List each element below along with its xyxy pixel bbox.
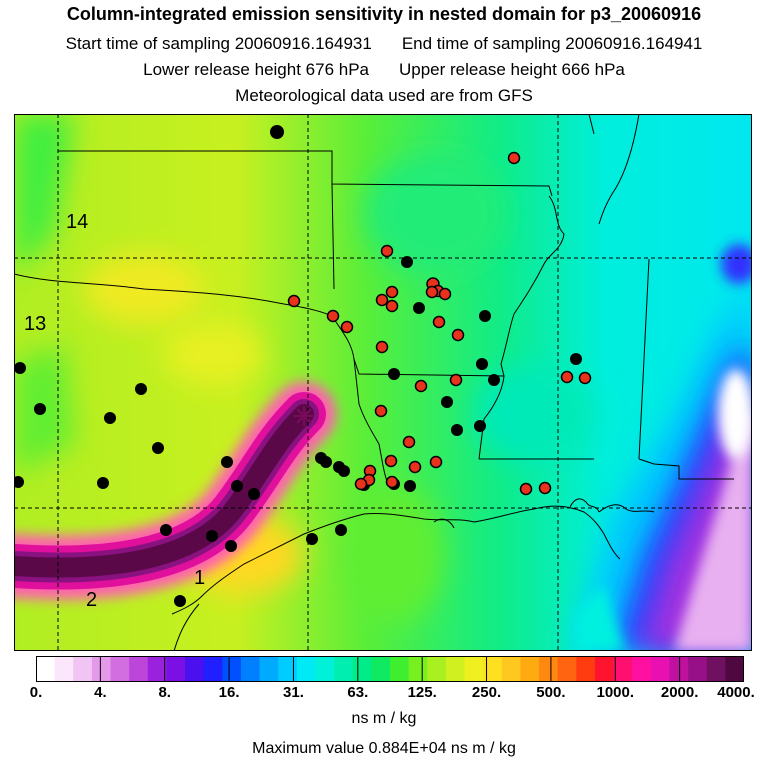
color-scale-cell [278, 656, 298, 682]
color-scale-bar [36, 656, 744, 682]
color-scale-cell [427, 656, 447, 682]
met-data-label: Meteorological data used are from GFS [235, 86, 533, 105]
color-scale-cell [129, 656, 149, 682]
black-station-markers [14, 125, 582, 607]
red-station-markers [287, 151, 592, 496]
color-scale-cell [688, 656, 708, 682]
color-scale-cell [501, 656, 522, 682]
grid-label-14: 14 [66, 211, 88, 233]
coastline [171, 498, 655, 651]
color-scale-cell [706, 656, 726, 682]
color-scale-tick-label: 31. [283, 684, 304, 701]
color-scale-cell [390, 656, 410, 682]
sampling-times: Start time of sampling 20060916.164931 En… [0, 34, 768, 54]
color-scale-cell [259, 656, 279, 682]
contour-label-1: 1 [194, 567, 205, 589]
color-scale-tick-label: 250. [471, 684, 502, 701]
color-scale-tick-label: 500. [536, 684, 566, 701]
units-label: ns m / kg [351, 710, 417, 727]
upper-release-label: Upper release height 666 hPa [399, 60, 625, 79]
max-value-label: Maximum value 0.884E+04 ns m / kg [252, 740, 516, 757]
color-scale-tick-label: 4. [94, 684, 107, 701]
color-scale-cell [725, 656, 744, 682]
emission-sensitivity-map: 14 13 2 1 [14, 114, 752, 651]
color-scale-cell [185, 656, 205, 682]
color-scale-tick-label: 2000. [660, 684, 699, 701]
color-scale-cell [91, 656, 112, 682]
color-scale-cell [203, 656, 223, 682]
color-scale-ticks: 0. 4. 8. 16. 31. 63. 125. 250. 500. 1000. 2000. 400… [0, 684, 768, 704]
color-scale-cell [147, 656, 168, 682]
color-scale-cell [557, 656, 577, 682]
state-borders [14, 114, 734, 487]
color-scale-cell [613, 656, 633, 682]
end-time-label: End time of sampling 20060916.164941 [401, 34, 703, 53]
color-scale-tick-label: 4000. [717, 684, 755, 701]
start-time-label: Start time of sampling 20060916.164931 [65, 34, 372, 53]
color-scale-tick-label: 125. [407, 684, 437, 701]
lat-lon-grid [14, 114, 752, 651]
color-scale-cell [464, 656, 484, 682]
color-scale-cell [73, 656, 93, 682]
color-scale-cell [445, 656, 466, 682]
color-scale-cell [352, 656, 372, 682]
plume-core [14, 404, 314, 578]
color-scale-cell [334, 656, 354, 682]
color-scale-cell [110, 656, 130, 682]
color-scale-tick-label: 8. [158, 684, 171, 701]
lower-release-label: Lower release height 676 hPa [143, 60, 369, 79]
color-scale-tick-label: 63. [347, 684, 369, 701]
map-frame [14, 114, 752, 651]
color-scale-cell [36, 656, 56, 682]
color-scale-cell [594, 656, 615, 682]
color-scale-cell [483, 656, 503, 682]
release-heights: Lower release height 676 hPa Upper releas… [0, 60, 768, 80]
color-scale-cell [166, 656, 186, 682]
contour-label-2: 2 [86, 589, 97, 611]
color-scale-cell [408, 656, 428, 682]
color-scale-cell [539, 656, 559, 682]
page-title: Column-integrated emission sensitivity i… [66, 4, 702, 24]
color-scale-cell [222, 656, 242, 682]
grid-label-13: 13 [24, 313, 46, 335]
color-scale-cell [669, 656, 689, 682]
star-icon [294, 406, 314, 426]
color-scale-cell [315, 656, 335, 682]
color-scale-tick-label: 0. [29, 684, 43, 701]
color-scale-tick-label: 1000. [596, 684, 635, 701]
color-scale-cell [632, 656, 652, 682]
color-scale-cell [650, 656, 671, 682]
color-scale-cell [576, 656, 596, 682]
color-scale-tick-label: 16. [218, 684, 240, 701]
color-scale-cell [371, 656, 391, 682]
color-scale-cell [296, 656, 317, 682]
color-scale-cell [520, 656, 540, 682]
color-scale-cell [54, 656, 74, 682]
color-scale-cell [240, 656, 261, 682]
